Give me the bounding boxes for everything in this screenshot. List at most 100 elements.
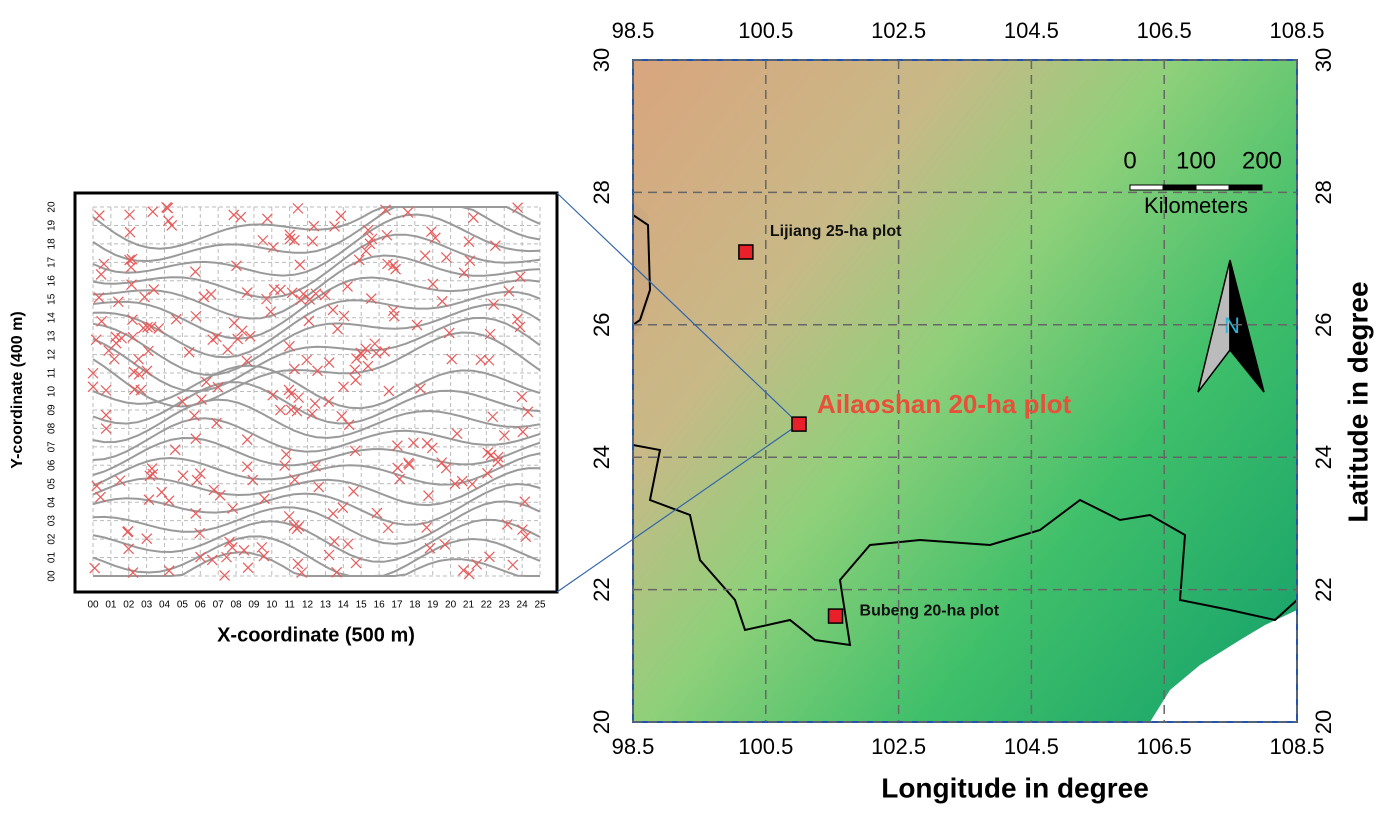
- cross: [289, 474, 301, 486]
- cross: [95, 491, 106, 503]
- cross: [464, 255, 476, 267]
- inset-y-tick-label: 17: [47, 256, 58, 268]
- cross: [90, 334, 102, 346]
- cross: [394, 473, 406, 485]
- cross: [114, 475, 126, 487]
- cross: [319, 289, 331, 301]
- cross: [519, 496, 531, 508]
- contour: [92, 290, 541, 359]
- map-y-tick-label-left: 26: [589, 313, 614, 337]
- cross: [267, 241, 279, 253]
- cross: [235, 211, 247, 223]
- inset-x-tick-label: 14: [338, 600, 350, 611]
- cross: [256, 541, 268, 553]
- map-y-tick-label-right: 22: [1311, 577, 1336, 601]
- cross: [93, 210, 105, 222]
- cross: [343, 419, 355, 431]
- cross: [283, 384, 295, 396]
- inset-x-tick-label: 00: [87, 600, 99, 611]
- inset-y-tick-label: 12: [47, 349, 58, 361]
- inset-y-tick-label: 11: [47, 367, 58, 378]
- cross: [242, 562, 254, 574]
- inset-y-tick-label: 00: [47, 570, 58, 582]
- cross: [312, 365, 323, 377]
- cross: [440, 251, 452, 263]
- cross: [238, 544, 250, 556]
- map-x-title: Longitude in degree: [881, 772, 1149, 803]
- cross: [337, 502, 349, 514]
- map-x-tick-label-bottom: 102.5: [871, 734, 926, 759]
- plot-marker: [791, 416, 807, 432]
- cross: [292, 558, 304, 570]
- cross: [522, 406, 534, 418]
- cross: [424, 542, 436, 554]
- cross: [146, 463, 158, 475]
- scale-segment: [1129, 184, 1164, 191]
- cross: [241, 355, 253, 367]
- cross: [403, 459, 415, 470]
- inset-x-tick-label: 10: [266, 600, 278, 611]
- inset-x-tick-label: 12: [302, 600, 314, 611]
- map-y-tick-label-right: 20: [1311, 710, 1336, 734]
- cross: [162, 215, 174, 227]
- cross: [257, 234, 269, 246]
- cross: [403, 457, 414, 469]
- cross: [124, 209, 135, 221]
- cross: [123, 543, 135, 555]
- cross: [226, 542, 238, 553]
- cross: [227, 503, 239, 514]
- scale-label: 200: [1242, 147, 1282, 174]
- cross: [421, 522, 433, 534]
- inset-y-tick-label: 16: [47, 275, 58, 287]
- cross: [133, 353, 144, 365]
- cross: [265, 306, 277, 318]
- map-x-tick-label-top: 98.5: [612, 18, 655, 43]
- cross: [122, 526, 133, 538]
- cross: [258, 493, 270, 505]
- cross: [190, 310, 202, 322]
- contour: [92, 452, 541, 487]
- cross: [258, 550, 270, 562]
- map-y-tick-label-left: 30: [589, 48, 614, 72]
- cross: [89, 562, 101, 574]
- cross: [517, 524, 528, 536]
- contour: [92, 213, 541, 277]
- cross: [408, 437, 419, 449]
- cross: [323, 357, 335, 368]
- north-label: N: [1224, 313, 1240, 338]
- cross: [261, 213, 273, 225]
- cross: [370, 347, 382, 359]
- contour: [92, 436, 541, 476]
- cross: [482, 467, 493, 479]
- map-x-tick-label-top: 102.5: [871, 18, 926, 43]
- cross: [514, 321, 526, 333]
- cross: [267, 389, 279, 401]
- inset-y-tick-label: 13: [47, 330, 58, 342]
- cross: [392, 462, 404, 474]
- connector: [556, 192, 800, 425]
- cross: [293, 521, 305, 532]
- cross: [426, 226, 437, 238]
- inset-x-tick-label: 06: [195, 600, 207, 611]
- cross: [142, 345, 154, 357]
- inset-y-tick-label: 07: [47, 441, 58, 453]
- cross: [391, 440, 403, 452]
- inset-x-tick-label: 01: [105, 600, 117, 611]
- cross: [323, 396, 335, 407]
- connector: [556, 423, 800, 593]
- north-arrow: [1197, 259, 1265, 393]
- cross: [369, 338, 381, 350]
- inset-y-tick-label: 08: [47, 422, 58, 434]
- cross: [145, 321, 157, 333]
- cross: [313, 481, 325, 493]
- cross: [423, 490, 434, 502]
- cross: [443, 327, 455, 339]
- cross: [514, 271, 526, 283]
- cross: [332, 323, 343, 335]
- inset-y-tick-label: 04: [47, 496, 58, 508]
- cross: [512, 202, 524, 214]
- cross: [141, 533, 153, 545]
- cross: [128, 384, 140, 395]
- contour: [92, 518, 541, 563]
